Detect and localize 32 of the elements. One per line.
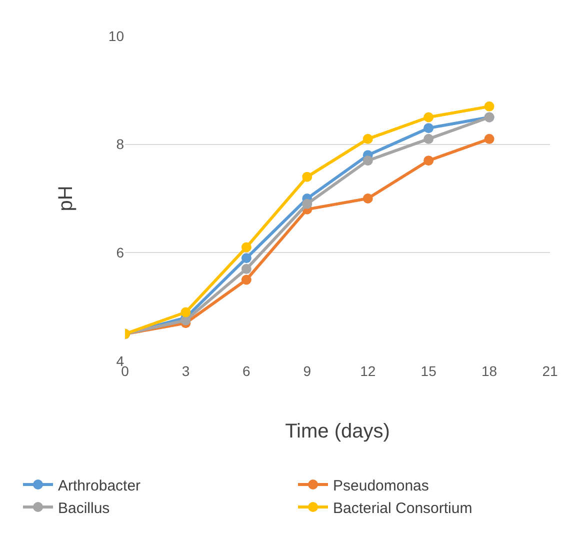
x-tick-label: 6: [242, 363, 251, 379]
point: [241, 253, 252, 264]
x-tick-label: 9: [303, 363, 312, 379]
y-tick-label: 8: [116, 136, 124, 152]
point: [424, 134, 434, 144]
point: [362, 156, 373, 166]
point: [241, 242, 252, 252]
x-axis-title: Time (days): [285, 420, 390, 442]
point: [424, 112, 434, 122]
x-tick-label: 15: [420, 363, 437, 379]
point: [302, 172, 312, 182]
point: [302, 198, 312, 209]
y-tick-label: 10: [108, 28, 124, 44]
point: [484, 101, 494, 112]
legend-label: Bacterial Consortium: [333, 500, 472, 517]
point: [180, 307, 191, 318]
legend-label: Pseudomonas: [333, 477, 429, 494]
point: [424, 156, 434, 166]
point: [241, 264, 252, 274]
point: [424, 123, 434, 134]
legend-label: Arthrobacter: [58, 477, 141, 494]
x-tick-label: 3: [182, 363, 190, 379]
x-tick-label: 18: [482, 363, 498, 379]
y-axis-title: pH: [54, 186, 77, 212]
x-tick-label: 12: [360, 363, 376, 379]
point: [362, 194, 373, 204]
x-tick-label: 21: [542, 363, 558, 379]
point: [362, 134, 373, 144]
y-tick-label: 6: [116, 244, 124, 261]
point: [484, 134, 494, 144]
legend-label: Bacillus: [58, 500, 110, 517]
point: [241, 274, 252, 285]
